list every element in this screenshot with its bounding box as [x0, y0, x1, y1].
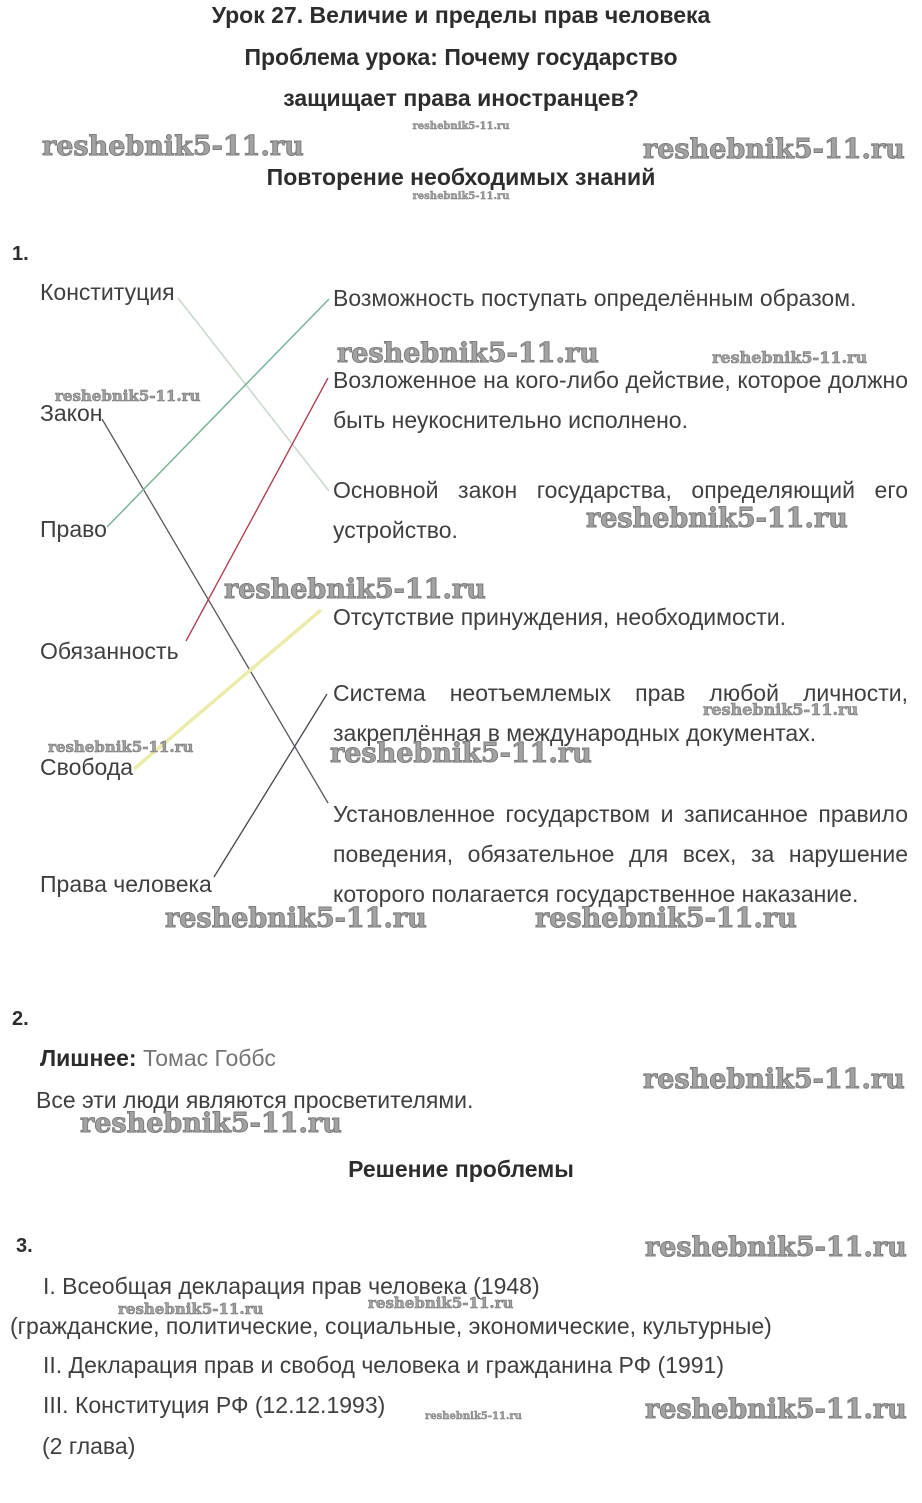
watermark: reshebnik5-11.ru	[645, 1394, 908, 1425]
connection-line-pravo	[106, 298, 330, 528]
exercise2-number: 2.	[12, 1008, 29, 1030]
page-title: Урок 27. Величие и пределы прав человека	[211, 2, 711, 28]
definition-6: Установленное государством и записанное …	[333, 801, 908, 907]
watermark: reshebnik5-11.ru	[712, 348, 868, 367]
connection-line-prava-cheloveka	[213, 693, 328, 878]
lesson-problem-line1: Проблема урока: Почему государство	[244, 44, 678, 70]
exercise2-explanation: Все эти люди являются просветителями.	[36, 1087, 474, 1113]
term-prava-cheloveka: Права человека	[40, 871, 212, 897]
watermark: reshebnik5-11.ru	[224, 574, 487, 605]
term-konstitucija: Конституция	[40, 279, 175, 305]
exercise2-answer: Лишнее: Томас Гоббс	[40, 1044, 276, 1072]
definition-5: Система неотъемлемых прав любой личности…	[333, 680, 908, 746]
watermark: reshebnik5-11.ru	[337, 338, 600, 369]
section-heading-solution: Решение проблемы	[348, 1156, 574, 1182]
watermark: reshebnik5-11.ru	[42, 131, 305, 162]
exercise1-number: 1.	[12, 243, 29, 265]
watermark: reshebnik5-11.ru	[48, 738, 194, 756]
exercise3-item-1-note: (гражданские, политические, социальные, …	[10, 1313, 772, 1339]
watermark: reshebnik5-11.ru	[645, 1232, 908, 1263]
answer-label: Лишнее:	[40, 1045, 137, 1071]
exercise3-item-2: II. Декларация прав и свобод человека и …	[43, 1352, 724, 1378]
definition-4: Отсутствие принуждения, необходимости.	[333, 604, 787, 630]
watermark: reshebnik5-11.ru	[535, 903, 798, 934]
watermark: reshebnik5-11.ru	[643, 134, 906, 165]
watermark: reshebnik5-11.ru	[330, 738, 593, 769]
watermark: reshebnik5-11.ru	[703, 700, 859, 719]
definition-1: Возможность поступать определённым образ…	[333, 285, 857, 311]
watermark: reshebnik5-11.ru	[586, 503, 849, 534]
section-heading-repeat: Повторение необходимых знаний	[266, 164, 656, 190]
term-objazannost: Обязанность	[40, 638, 179, 664]
watermark: reshebnik5-11.ru	[118, 1300, 264, 1318]
term-pravo: Право	[40, 516, 107, 542]
watermark: reshebnik5-11.ru	[412, 191, 510, 202]
exercise3-item-3-note: (2 глава)	[42, 1433, 136, 1459]
watermark: reshebnik5-11.ru	[165, 903, 428, 934]
connection-line-konstitucija	[177, 297, 330, 492]
definition-3: Основной закон государства, определяющий…	[333, 477, 908, 543]
watermark: reshebnik5-11.ru	[368, 1294, 514, 1312]
exercise3-item-1: I. Всеобщая декларация прав человека (19…	[43, 1273, 540, 1299]
lesson-problem-line2: защищает права иностранцев?	[283, 85, 639, 111]
exercise3-number: 3.	[16, 1235, 33, 1257]
watermark: reshebnik5-11.ru	[80, 1108, 343, 1139]
term-zakon: Закон	[40, 400, 103, 426]
definition-2: Возложенное на кого-либо действие, котор…	[333, 367, 908, 433]
exercise3-item-3: III. Конституция РФ (12.12.1993)	[43, 1392, 386, 1418]
watermark: reshebnik5-11.ru	[425, 1411, 522, 1422]
answer-value: Томас Гоббс	[142, 1045, 276, 1071]
watermark: reshebnik5-11.ru	[643, 1064, 906, 1095]
watermark: reshebnik5-11.ru	[412, 121, 510, 132]
watermark: reshebnik5-11.ru	[55, 387, 201, 405]
term-svoboda: Свобода	[40, 754, 134, 780]
